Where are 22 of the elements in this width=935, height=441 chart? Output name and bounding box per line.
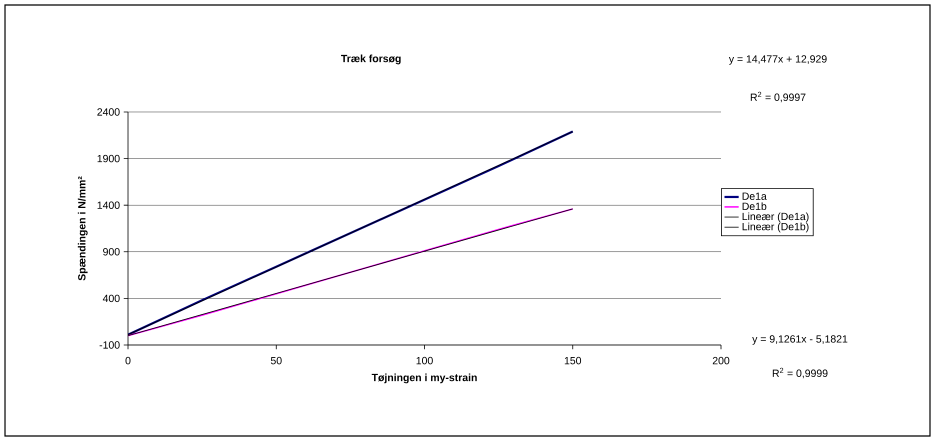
legend-label: Lineær (De1a) — [742, 212, 809, 222]
y-tick-label: 400 — [102, 294, 120, 302]
y-tick-label: -100 — [100, 341, 120, 349]
x-tick-label: 50 — [270, 356, 282, 364]
y-tick-label: 900 — [103, 248, 120, 256]
x-tick-label: 0 — [126, 356, 131, 364]
x-axis-title: Tøjningen i my-strain — [372, 374, 477, 384]
text: R$^{2}$ = 0,9997 — [750, 92, 806, 102]
legend-label: De1a — [742, 192, 767, 200]
chart-title: Træk forsøg — [341, 54, 401, 64]
text: y = 9,1261x - 5,1821 — [752, 335, 848, 345]
y-tick-label: 1400 — [98, 201, 120, 209]
x-tick-label: 200 — [712, 356, 730, 364]
y-axis-title: Spændingen i N/mm² — [78, 176, 88, 280]
x-tick-label: 100 — [416, 356, 433, 364]
x-tick-label: 150 — [564, 356, 582, 364]
legend-label: Lineær (De1b) — [742, 222, 809, 232]
text: y = 14,477x + 12,929 — [728, 55, 827, 65]
y-tick-label: 1900 — [98, 154, 120, 162]
legend-label: De1b — [742, 202, 766, 210]
y-tick-label: 2400 — [97, 108, 120, 116]
text: R$^{2}$ = 0,9999 — [772, 368, 828, 378]
